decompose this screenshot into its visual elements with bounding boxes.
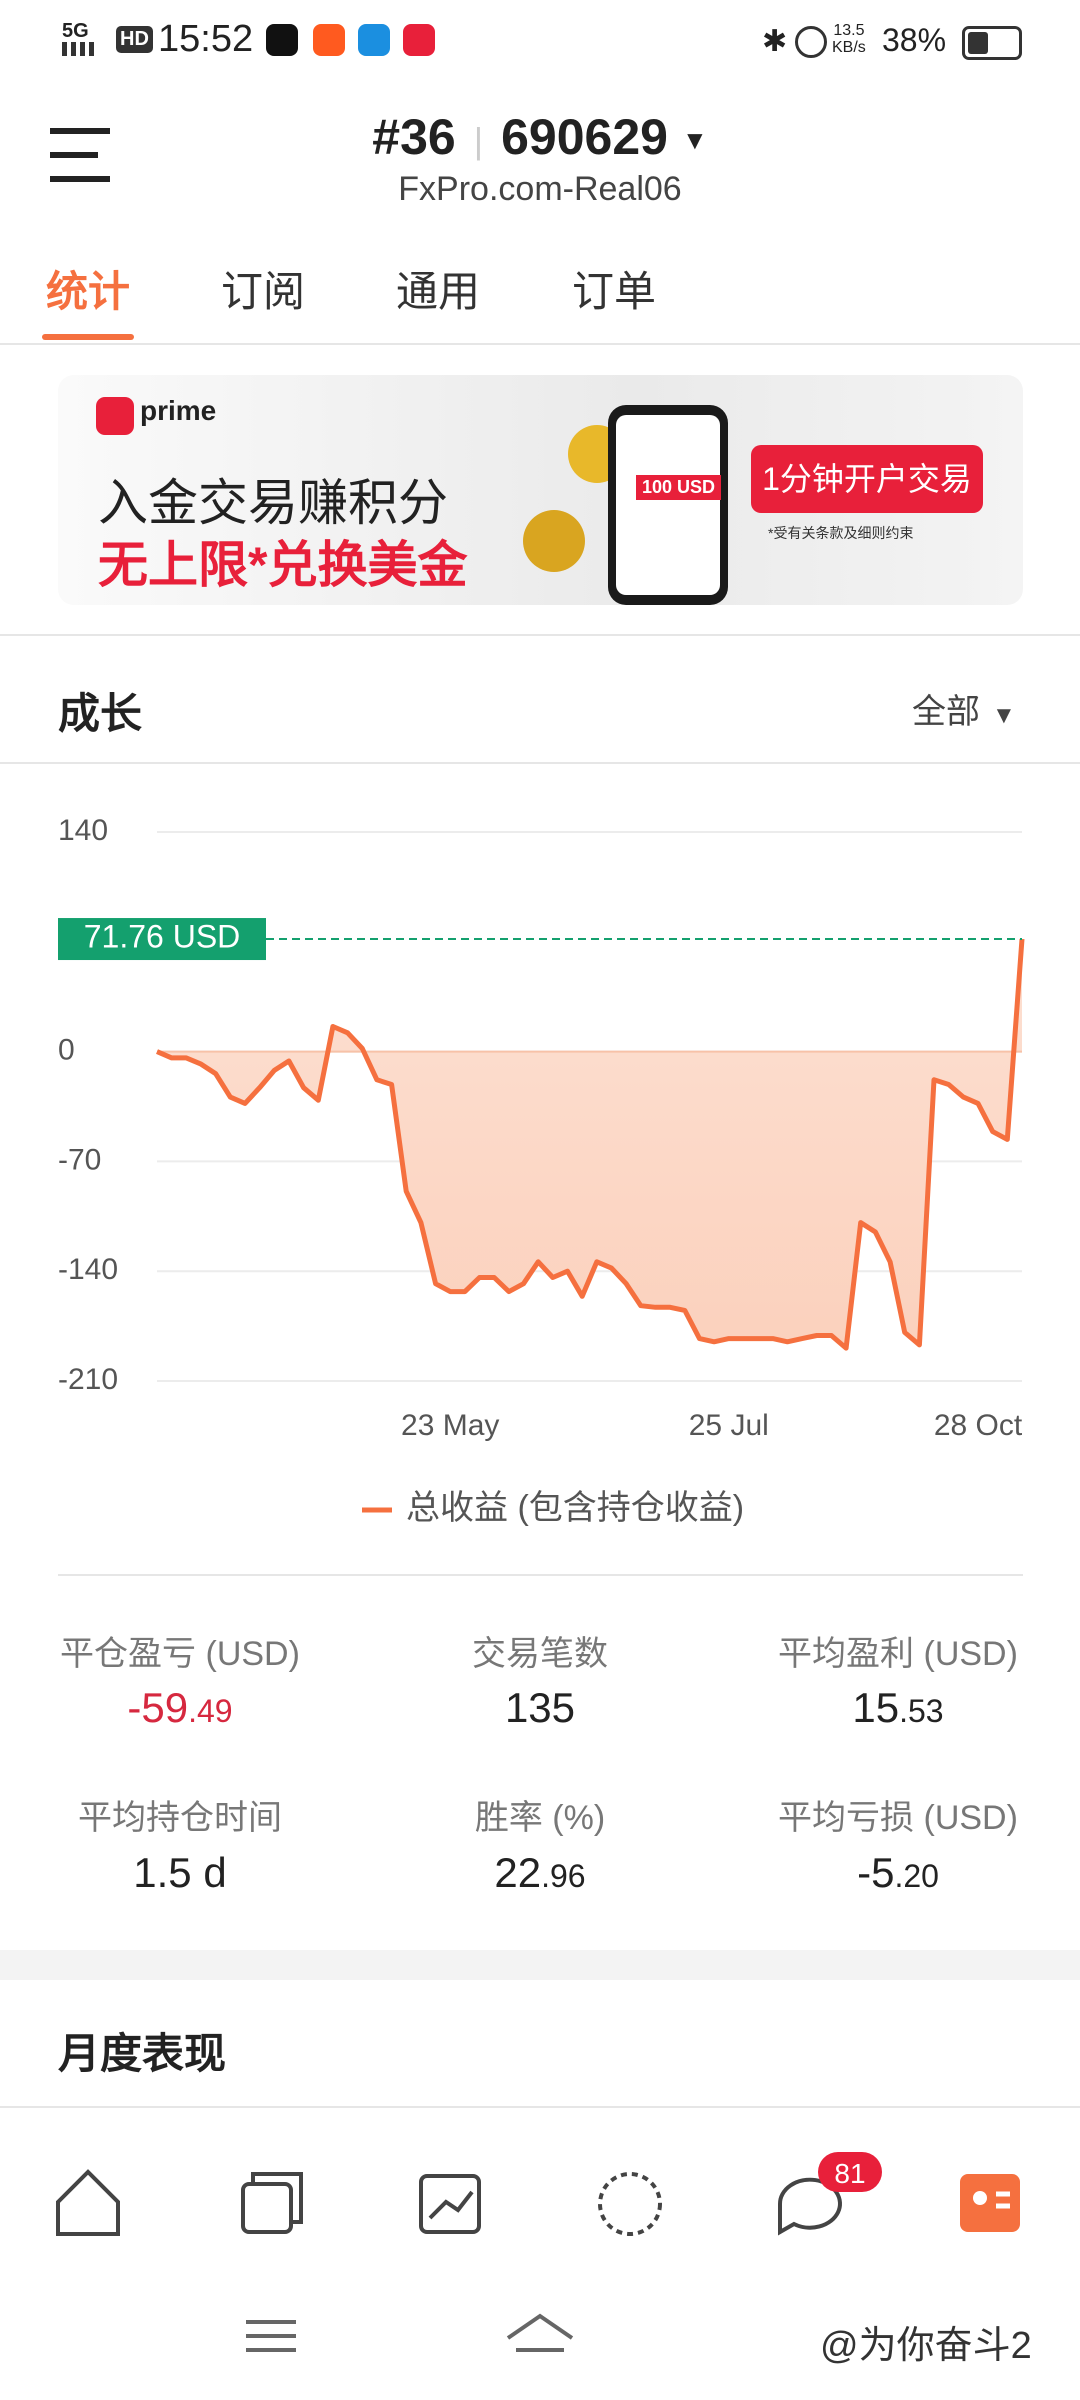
hd-icon: HD [116,26,153,53]
monthly-title: 月度表现 [58,2030,227,2077]
current-label: 71.76 USD [84,918,241,954]
bluetooth-icon: ✱ [762,25,788,58]
phone [608,405,728,605]
range-filter[interactable]: 全部 ▼ [912,693,1016,731]
tab[interactable]: 订单 [571,268,656,315]
tab[interactable]: 订阅 [220,268,305,315]
line [156,938,1025,1351]
system-nav [246,2313,574,2352]
promo-button[interactable]: 1分钟开户交易 [751,445,983,513]
menu-button[interactable] [48,125,112,185]
x-tick-label: 25 Jul [689,1409,769,1442]
stat-value: 1.5 d [133,1849,227,1896]
tab-indicator [42,334,134,340]
tab[interactable]: 统计 [45,268,130,315]
nav-profile[interactable] [960,2174,1020,2232]
stat-value: -5.20 [857,1849,939,1896]
coin [523,510,585,572]
x-tick-label: 28 Oct [934,1409,1023,1442]
stat-value: 22.96 [494,1849,586,1896]
y-tick-label: 140 [58,814,108,847]
server: FxPro.com-Real06 [398,170,682,208]
account-selector[interactable]: #36 | 690629 ▼ [372,109,708,165]
signal-icon [62,42,98,56]
gap [0,1950,1080,1980]
card-label: 100 USD [636,475,722,500]
stat-label: 平仓盈亏 (USD) [60,1635,300,1673]
tab[interactable]: 通用 [395,268,480,315]
net-speed: 13.5 KB/s [832,22,866,56]
logo [96,397,134,435]
alarm-icon [795,26,827,58]
legend-label: 总收益 (包含持仓收益) [406,1489,744,1527]
nav-messages[interactable] [777,2177,842,2236]
stat-label: 平均亏损 (USD) [778,1799,1018,1837]
nav-home[interactable] [56,2169,120,2236]
area-fill [157,939,1022,1349]
watermark: @为你奋斗2 [820,2325,1032,2367]
badge-count: 81 [834,2158,866,2189]
current-label-bg [58,918,266,961]
y-tick-label: -70 [58,1143,101,1176]
stat-value: 15.53 [852,1684,944,1731]
account-id: #36 [372,109,456,165]
promo-line1: 入金交易赚积分 [98,475,448,531]
stat-label: 胜率 (%) [474,1799,606,1837]
nav-copy[interactable] [241,2182,293,2234]
brand: prime [140,395,217,426]
app-icon [266,24,298,56]
account-number: 690629 [501,109,668,165]
y-tick-label: -210 [58,1363,118,1396]
speed-unit: KB/s [832,39,866,56]
nav-chart[interactable] [419,2174,481,2234]
x-tick-label: 23 May [401,1409,499,1442]
promo-line2: 无上限*兑换美金 [98,537,468,593]
stat-value: 135 [504,1684,576,1731]
bottom-nav [56,2152,1020,2236]
battery-text: 38% [882,22,947,58]
promo-banner[interactable]: prime 入金交易赚积分 无上限*兑换美金 100 USD 1分钟开户交易 *… [58,375,1023,605]
stat-label: 平均持仓时间 [78,1799,282,1837]
divider [58,1574,1023,1576]
stat-label: 交易笔数 [472,1635,608,1673]
y-tick-label: 0 [58,1034,75,1067]
app-icon [358,24,390,56]
badge [818,2152,882,2192]
promo-note: *受有关条款及细则约束 [768,525,914,541]
speed: 13.5 [833,22,865,39]
section-title: 成长 [58,690,143,737]
app-icon [403,24,435,56]
battery-icon [962,26,1022,60]
stat-value: -59.49 [127,1684,233,1731]
stat-label: 平均盈利 (USD) [778,1635,1018,1673]
network: 5G [62,20,89,42]
clock: 15:52 [158,18,254,60]
app-icon [313,24,345,56]
y-tick-label: -140 [58,1253,118,1286]
nav-explore[interactable] [598,2172,662,2236]
filter-text: 全部 [912,693,980,731]
growth-chart: -210 -140 -70 0 140 23 May 25 Jul 28 Oct 71.76 U… [58,814,1025,1527]
